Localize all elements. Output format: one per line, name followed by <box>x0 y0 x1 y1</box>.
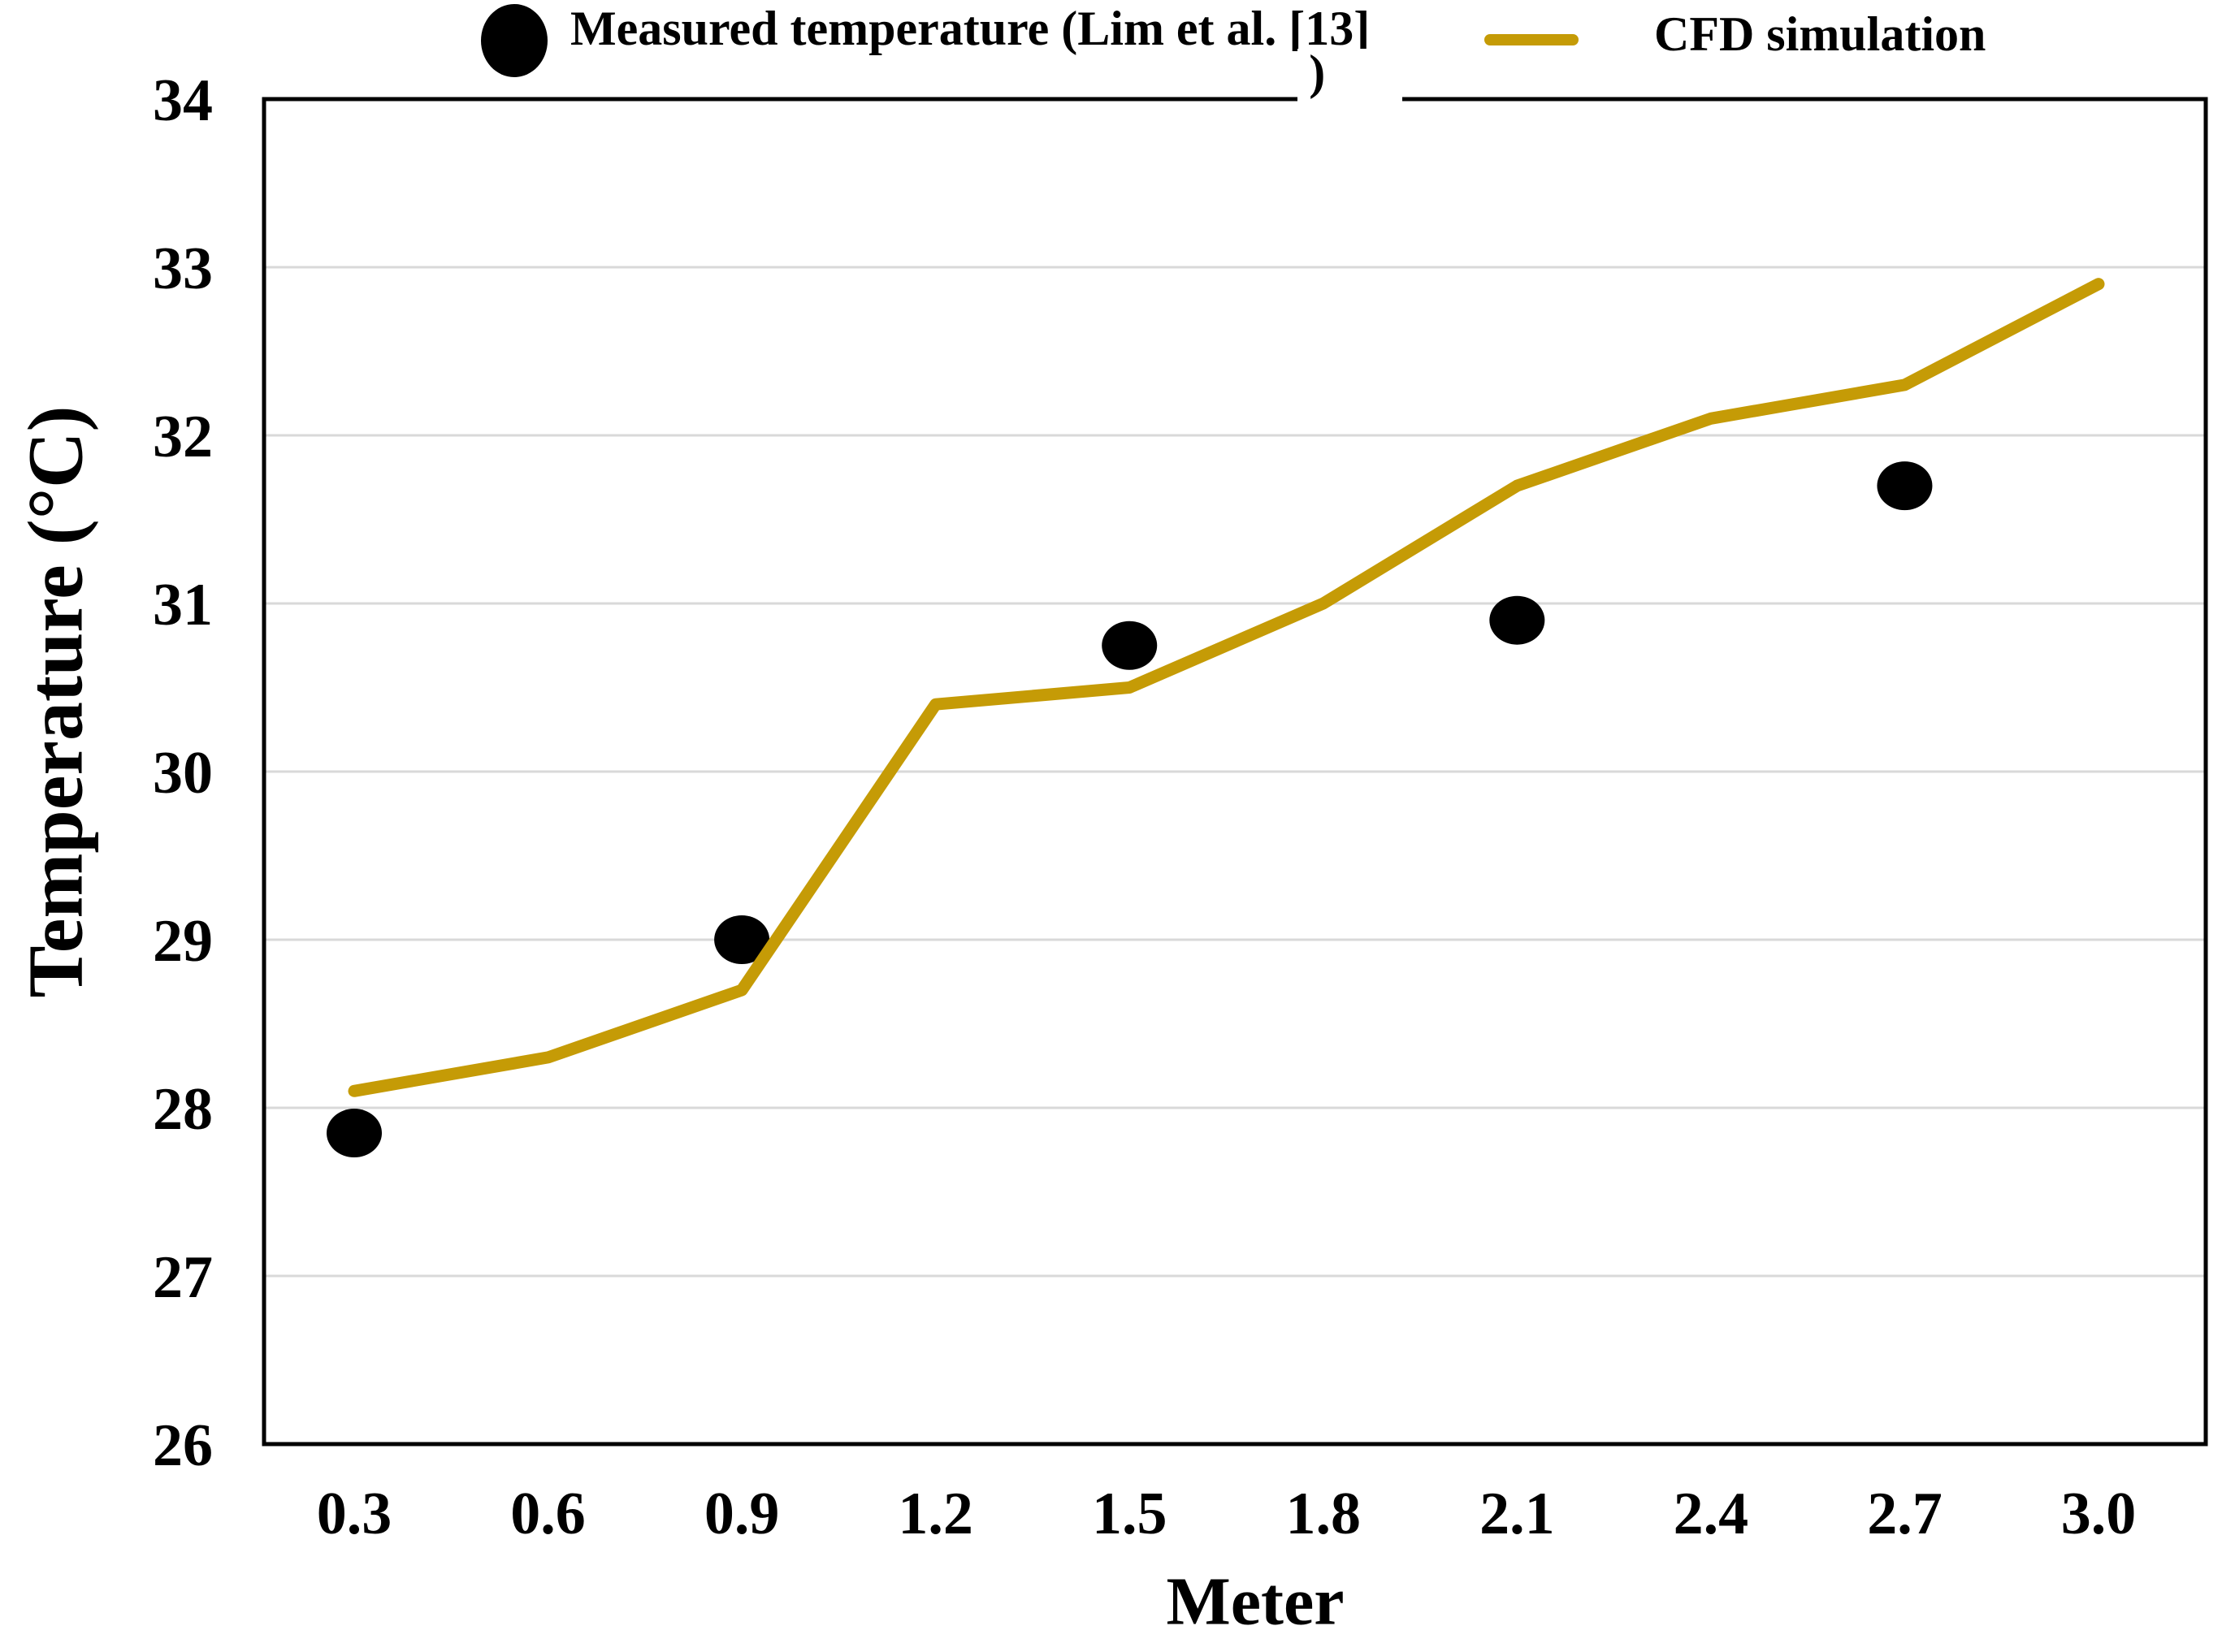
x-tick-label: 0.3 <box>317 1481 392 1547</box>
x-tick-label: 0.6 <box>510 1481 586 1547</box>
x-tick-label: 1.2 <box>898 1481 973 1547</box>
measured-point <box>1102 621 1158 670</box>
x-tick-label: 2.4 <box>1674 1481 1749 1547</box>
measured-marker-icon <box>481 4 548 77</box>
measured-point <box>327 1109 382 1158</box>
y-tick-label: 31 <box>153 572 213 638</box>
y-tick-label: 32 <box>153 404 213 470</box>
cfd-line <box>348 278 2105 1097</box>
y-tick-label: 27 <box>153 1244 213 1311</box>
y-tick-label: 34 <box>153 67 213 134</box>
measured-point <box>1489 595 1545 645</box>
x-axis-title: Meter <box>1166 1563 1345 1640</box>
legend-label-measured-line1: Measured temperature (Lim et al. [13] <box>570 2 1371 55</box>
x-tick-label: 2.7 <box>1867 1481 1943 1547</box>
measured-point <box>1877 461 1933 511</box>
y-tick-label: 28 <box>153 1076 213 1143</box>
legend-label-measured-line2: ) <box>570 48 1403 107</box>
legend-label-measured: Measured temperature (Lim et al. [13] ) <box>570 2 1403 107</box>
y-tick-label: 29 <box>153 908 213 975</box>
measured-point <box>714 915 770 964</box>
y-tick-label: 33 <box>153 236 213 302</box>
plot-frame <box>262 97 2208 1447</box>
y-tick-label: 26 <box>153 1412 213 1479</box>
x-tick-label: 0.9 <box>704 1481 780 1547</box>
x-tick-label: 1.8 <box>1286 1481 1362 1547</box>
x-tick-label: 2.1 <box>1479 1481 1555 1547</box>
cfd-line-icon <box>1484 34 1579 45</box>
legend-label-cfd: CFD simulation <box>1654 7 1986 61</box>
y-tick-label: 30 <box>153 740 213 807</box>
x-tick-label: 3.0 <box>2061 1481 2137 1547</box>
legend: Measured temperature (Lim et al. [13] ) … <box>0 0 2222 122</box>
x-tick-label: 1.5 <box>1092 1481 1167 1547</box>
y-axis-title: Temperature (°C) <box>11 405 99 998</box>
